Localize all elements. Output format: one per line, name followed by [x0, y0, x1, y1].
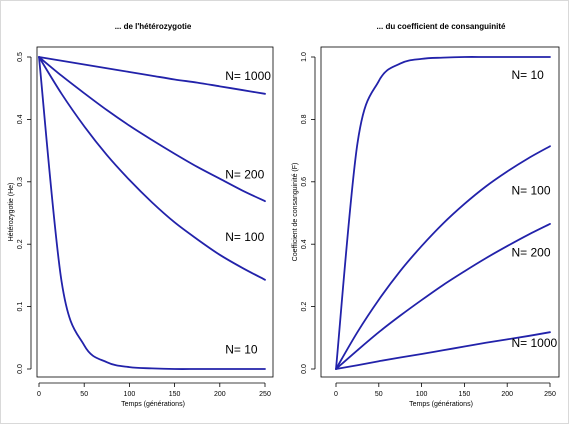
y-tick-label: 0.4	[301, 239, 308, 249]
series-line	[38, 56, 266, 203]
chart-title: ... du coefficient de consanguinité	[377, 22, 506, 31]
y-tick-label: 0.4	[17, 114, 24, 124]
y-tick-label: 0.2	[17, 239, 24, 249]
series-label: N= 1000	[511, 336, 557, 350]
plot-frame	[320, 46, 560, 378]
x-tick-label: 250	[259, 391, 271, 398]
x-tick-label: 150	[459, 391, 471, 398]
y-tick-label: 0.0	[17, 364, 24, 374]
x-tick-label: 200	[214, 391, 226, 398]
x-tick-label: 0	[334, 391, 338, 398]
series-label: N= 1000	[225, 69, 271, 83]
y-tick-label: 0.1	[17, 302, 24, 312]
series-label: N= 10	[511, 68, 544, 82]
series-line	[38, 56, 266, 95]
x-tick-label: 0	[37, 391, 41, 398]
series-line	[335, 331, 551, 370]
y-axis-label: Coefficient de consanguinité (F)	[292, 163, 299, 262]
y-tick-label: 0.8	[301, 114, 308, 124]
series-line	[335, 223, 551, 370]
x-tick-label: 150	[169, 391, 181, 398]
y-tick-label: 0.5	[17, 52, 24, 62]
x-axis-label: Temps (générations)	[409, 401, 473, 408]
x-tick-label: 250	[544, 391, 556, 398]
x-tick-label: 100	[124, 391, 136, 398]
x-tick-label: 50	[375, 391, 383, 398]
panel-heterozygosity: ... de l'hétérozygotie Temps (génération…	[8, 22, 274, 408]
series-label: N= 200	[511, 246, 550, 260]
x-tick-label: 100	[416, 391, 428, 398]
x-tick-label: 50	[80, 391, 88, 398]
series-line	[38, 56, 266, 370]
panel-inbreeding-coefficient: ... du coefficient de consanguinité Temp…	[292, 22, 560, 408]
series-line	[335, 56, 551, 370]
y-axis-label: Hétérozygotie (He)	[8, 183, 15, 242]
series-label: N= 100	[511, 183, 550, 197]
plot-frame	[36, 46, 274, 378]
y-tick-label: 0.6	[301, 177, 308, 187]
chart-title: ... de l'hétérozygotie	[115, 22, 192, 31]
series-line	[335, 145, 551, 370]
x-axis-label: Temps (générations)	[121, 401, 185, 408]
x-tick-label: 200	[501, 391, 513, 398]
series-label: N= 10	[225, 342, 258, 356]
y-tick-label: 1.0	[301, 52, 308, 62]
series-line	[38, 56, 266, 281]
series-label: N= 200	[225, 168, 264, 182]
y-tick-label: 0.3	[17, 177, 24, 187]
y-tick-label: 0.2	[301, 302, 308, 312]
series-label: N= 100	[225, 230, 264, 244]
y-tick-label: 0.0	[301, 364, 308, 374]
